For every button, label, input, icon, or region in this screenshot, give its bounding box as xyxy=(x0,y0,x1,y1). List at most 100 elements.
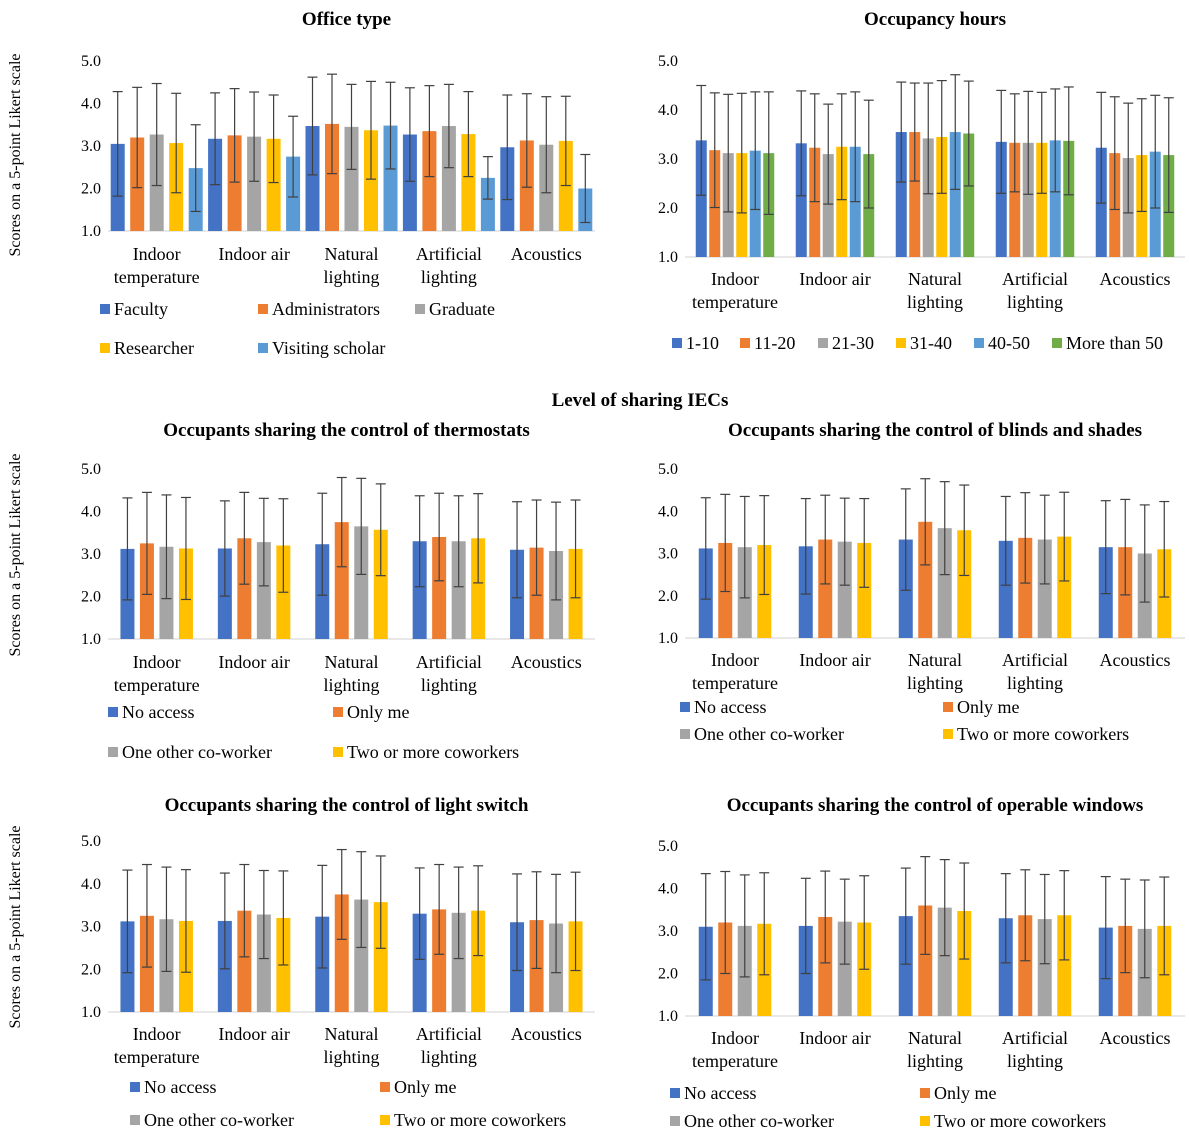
y-tick-label: 3.0 xyxy=(81,138,101,155)
chart-panel-4: Occupants sharing the control of blinds … xyxy=(658,420,1185,744)
bar xyxy=(373,902,388,1012)
bar xyxy=(256,914,271,1012)
legend-item: 21-30 xyxy=(818,333,874,353)
category-label: Natural lighting xyxy=(323,652,379,695)
bar xyxy=(937,907,952,1016)
bar xyxy=(998,918,1013,1016)
bar xyxy=(1037,539,1052,638)
bar xyxy=(837,541,852,638)
legend-swatch xyxy=(130,1115,140,1125)
category-label: Acoustics xyxy=(1100,650,1171,670)
legend-label: 1-10 xyxy=(686,333,719,353)
legend-label: Researcher xyxy=(114,338,194,358)
category-label: Natural lighting xyxy=(907,650,963,693)
legend-label: Only me xyxy=(934,1083,997,1103)
chart-panel-3: Occupants sharing the control of thermos… xyxy=(7,420,595,762)
legend-label: Administrators xyxy=(272,299,380,319)
bar xyxy=(809,147,821,257)
y-tick-label: 5.0 xyxy=(658,461,678,478)
legend-item: Two or more coworkers xyxy=(943,724,1129,744)
category-label: Indoor air xyxy=(218,652,289,672)
y-tick-label: 3.0 xyxy=(81,919,101,936)
y-tick-label: 5.0 xyxy=(658,838,678,855)
legend-label: No access xyxy=(144,1077,216,1097)
legend-item: Faculty xyxy=(100,299,168,319)
bar xyxy=(471,910,486,1012)
category-label: Indoor temperature xyxy=(692,1028,778,1071)
bar xyxy=(364,130,378,231)
legend-label: Only me xyxy=(347,702,410,722)
legend-swatch xyxy=(333,707,343,717)
category-label: Acoustics xyxy=(511,1024,582,1044)
bar xyxy=(1009,142,1021,257)
legend-swatch xyxy=(380,1115,390,1125)
legend-item: No access xyxy=(108,702,194,722)
bar xyxy=(895,132,907,257)
category-label: Acoustics xyxy=(511,244,582,264)
legend-label: More than 50 xyxy=(1066,333,1163,353)
category-label: Artificial lighting xyxy=(1002,650,1068,693)
y-tick-label: 1.0 xyxy=(658,249,678,266)
bar xyxy=(441,126,456,231)
legend-item: Administrators xyxy=(258,299,380,319)
y-tick-label: 4.0 xyxy=(81,876,101,893)
bar xyxy=(937,528,952,638)
bar xyxy=(432,537,447,639)
legend-label: 21-30 xyxy=(832,333,874,353)
legend-label: One other co-worker xyxy=(144,1110,294,1130)
y-tick-label: 4.0 xyxy=(81,96,101,113)
legend-item: Two or more coworkers xyxy=(333,742,519,762)
legend-item: Only me xyxy=(920,1083,997,1103)
legend-swatch xyxy=(130,1082,140,1092)
legend-swatch xyxy=(108,747,118,757)
legend-swatch xyxy=(670,1116,680,1126)
legend-item: 1-10 xyxy=(672,333,719,353)
bar xyxy=(471,538,486,639)
legend-swatch xyxy=(920,1088,930,1098)
y-tick-label: 1.0 xyxy=(81,631,101,648)
y-tick-label: 2.0 xyxy=(81,589,101,606)
bar xyxy=(1018,537,1033,638)
y-axis-label: Scores on a 5-point Likert scale xyxy=(7,825,24,1028)
legend-swatch xyxy=(108,707,118,717)
chart-panel-5: Occupants sharing the control of light s… xyxy=(7,795,595,1130)
category-label: Indoor temperature xyxy=(692,650,778,693)
legend-swatch xyxy=(258,304,268,314)
legend-label: One other co-worker xyxy=(122,742,272,762)
legend-swatch xyxy=(680,702,690,712)
bar xyxy=(957,530,972,638)
bar xyxy=(1063,140,1075,257)
chart-title: Office type xyxy=(302,9,391,30)
legend-swatch xyxy=(100,304,110,314)
category-label: Artificial lighting xyxy=(416,652,482,695)
legend-label: Two or more coworkers xyxy=(347,742,519,762)
legend-swatch xyxy=(974,338,984,348)
legend-item: Researcher xyxy=(100,338,194,358)
legend-label: Faculty xyxy=(114,299,168,319)
y-tick-label: 5.0 xyxy=(81,53,101,70)
legend-swatch xyxy=(896,338,906,348)
legend-swatch xyxy=(670,1088,680,1098)
bar xyxy=(266,138,281,231)
y-tick-label: 1.0 xyxy=(658,1008,678,1025)
y-tick-label: 4.0 xyxy=(658,102,678,119)
legend-item: No access xyxy=(130,1077,216,1097)
legend-swatch xyxy=(680,729,690,739)
bar xyxy=(909,132,921,257)
legend-label: One other co-worker xyxy=(694,724,844,744)
legend-item: Two or more coworkers xyxy=(380,1110,566,1130)
legend-item: 11-20 xyxy=(740,333,795,353)
bar xyxy=(402,134,417,231)
category-label: Natural lighting xyxy=(907,269,963,312)
y-tick-label: 5.0 xyxy=(81,461,101,478)
y-tick-label: 1.0 xyxy=(81,223,101,240)
category-label: Indoor air xyxy=(218,244,289,264)
y-tick-label: 3.0 xyxy=(658,923,678,940)
y-tick-label: 4.0 xyxy=(658,881,678,898)
legend-label: Two or more coworkers xyxy=(394,1110,566,1130)
y-axis-label: Scores on a 5-point Likert scale xyxy=(7,53,24,256)
category-label: Acoustics xyxy=(1100,269,1171,289)
category-label: Natural lighting xyxy=(323,244,379,287)
legend-label: 40-50 xyxy=(988,333,1030,353)
bar xyxy=(1057,915,1072,1016)
